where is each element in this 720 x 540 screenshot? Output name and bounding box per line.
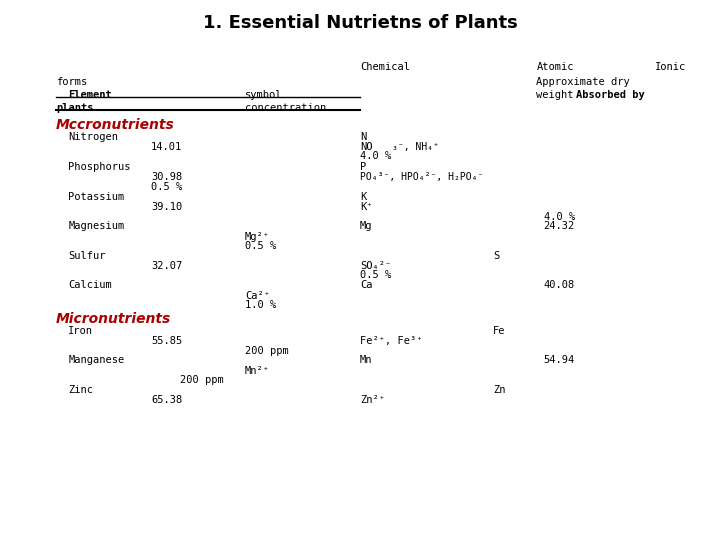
Text: Nitrogen: Nitrogen bbox=[68, 132, 118, 142]
Text: Calcium: Calcium bbox=[68, 280, 112, 291]
Text: Micronutrients: Micronutrients bbox=[56, 312, 171, 326]
Text: Magnesium: Magnesium bbox=[68, 221, 125, 232]
Text: 40.08: 40.08 bbox=[544, 280, 575, 291]
Text: Chemical: Chemical bbox=[360, 62, 410, 72]
Text: 65.38: 65.38 bbox=[151, 395, 182, 406]
Text: 0.5 %: 0.5 % bbox=[360, 270, 391, 280]
Text: Zinc: Zinc bbox=[68, 385, 94, 395]
Text: Ionic: Ionic bbox=[655, 62, 686, 72]
Text: 30.98: 30.98 bbox=[151, 172, 182, 183]
Text: SO₄²⁻: SO₄²⁻ bbox=[360, 261, 391, 271]
Text: Mccronutrients: Mccronutrients bbox=[56, 118, 175, 132]
Text: Iron: Iron bbox=[68, 326, 94, 336]
Text: Zn: Zn bbox=[493, 385, 505, 395]
Text: 0.5 %: 0.5 % bbox=[245, 241, 276, 251]
Text: S: S bbox=[493, 251, 500, 261]
Text: Zn²⁺: Zn²⁺ bbox=[360, 395, 385, 406]
Text: 200 ppm: 200 ppm bbox=[245, 346, 289, 356]
Text: Mn²⁺: Mn²⁺ bbox=[245, 366, 270, 376]
Text: forms: forms bbox=[56, 77, 87, 87]
Text: Potassium: Potassium bbox=[68, 192, 125, 202]
Text: Mg²⁺: Mg²⁺ bbox=[245, 232, 270, 242]
Text: P: P bbox=[360, 162, 366, 172]
Text: K: K bbox=[360, 192, 366, 202]
Text: 39.10: 39.10 bbox=[151, 202, 182, 212]
Text: Absorbed by: Absorbed by bbox=[576, 90, 644, 100]
Text: PO₄³⁻, HPO₄²⁻, H₂PO₄⁻: PO₄³⁻, HPO₄²⁻, H₂PO₄⁻ bbox=[360, 172, 483, 183]
Text: 54.94: 54.94 bbox=[544, 355, 575, 366]
Text: Manganese: Manganese bbox=[68, 355, 125, 366]
Text: weight: weight bbox=[536, 90, 574, 100]
Text: plants: plants bbox=[56, 103, 94, 113]
Text: 14.01: 14.01 bbox=[151, 142, 182, 152]
Text: 24.32: 24.32 bbox=[544, 221, 575, 232]
Text: 1. Essential Nutrietns of Plants: 1. Essential Nutrietns of Plants bbox=[202, 14, 518, 31]
Text: ₃⁻, NH₄⁺: ₃⁻, NH₄⁺ bbox=[392, 142, 439, 152]
Text: Mg: Mg bbox=[360, 221, 372, 232]
Text: 0.5 %: 0.5 % bbox=[151, 182, 182, 192]
Text: symbol: symbol bbox=[245, 90, 282, 100]
Text: Ca²⁺: Ca²⁺ bbox=[245, 291, 270, 301]
Text: 4.0 %: 4.0 % bbox=[360, 151, 391, 161]
Text: Ca: Ca bbox=[360, 280, 372, 291]
Text: 4.0 %: 4.0 % bbox=[544, 212, 575, 222]
Text: Element: Element bbox=[68, 90, 112, 100]
Text: Phosphorus: Phosphorus bbox=[68, 162, 131, 172]
Text: 32.07: 32.07 bbox=[151, 261, 182, 271]
Text: Sulfur: Sulfur bbox=[68, 251, 106, 261]
Text: NO: NO bbox=[360, 142, 372, 152]
Text: Fe: Fe bbox=[493, 326, 505, 336]
Text: Mn: Mn bbox=[360, 355, 372, 366]
Text: 200 ppm: 200 ppm bbox=[180, 375, 224, 386]
Text: concentration: concentration bbox=[245, 103, 326, 113]
Text: K⁺: K⁺ bbox=[360, 202, 372, 212]
Text: Fe²⁺, Fe³⁺: Fe²⁺, Fe³⁺ bbox=[360, 336, 423, 346]
Text: 55.85: 55.85 bbox=[151, 336, 182, 346]
Text: 1.0 %: 1.0 % bbox=[245, 300, 276, 310]
Text: N: N bbox=[360, 132, 366, 142]
Text: Approximate dry: Approximate dry bbox=[536, 77, 630, 87]
Text: Atomic: Atomic bbox=[536, 62, 574, 72]
